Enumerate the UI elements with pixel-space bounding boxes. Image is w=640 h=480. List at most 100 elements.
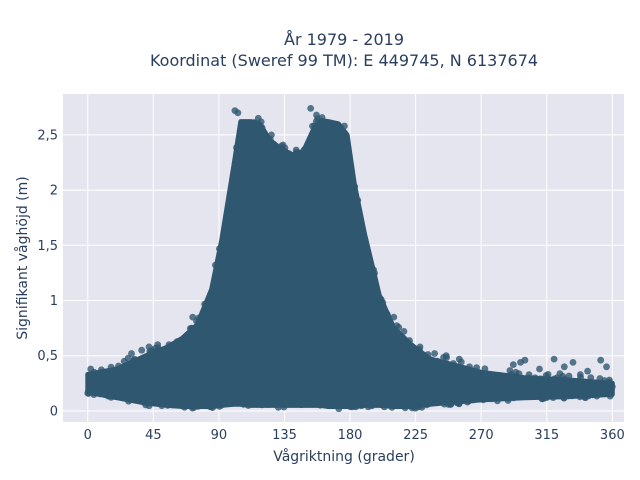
data-point [351, 183, 359, 191]
data-point [481, 365, 489, 373]
data-point [120, 357, 128, 365]
data-point [399, 402, 407, 410]
data-point [408, 404, 416, 412]
data-point [195, 314, 203, 322]
data-point [539, 395, 546, 403]
data-point [521, 356, 529, 364]
data-point [504, 397, 512, 404]
data-point [266, 138, 274, 146]
data-point [131, 355, 139, 363]
data-point [397, 334, 405, 341]
data-point [587, 374, 595, 381]
data-point [90, 389, 98, 396]
data-point [380, 403, 388, 411]
data-point [606, 376, 613, 384]
data-point [536, 365, 543, 373]
data-point [466, 363, 473, 371]
data-point [240, 400, 247, 408]
data-point [406, 337, 413, 344]
data-point [115, 362, 122, 370]
data-point [494, 397, 501, 405]
data-point [175, 401, 182, 409]
data-point [565, 372, 573, 380]
data-point [96, 374, 103, 382]
x-tick-label: 135 [272, 428, 297, 443]
data-point [335, 405, 343, 413]
x-tick-label: 180 [338, 428, 363, 443]
data-point [188, 325, 196, 332]
data-point [584, 379, 592, 386]
data-point [229, 399, 237, 407]
data-point [354, 196, 362, 204]
data-point [525, 371, 533, 379]
data-point [139, 397, 146, 405]
chart-title: År 1979 - 2019 [284, 30, 404, 49]
chart-subtitle: Koordinat (Sweref 99 TM): E 449745, N 61… [150, 51, 538, 70]
data-point [300, 146, 308, 154]
data-point [250, 121, 258, 128]
data-point [154, 341, 162, 349]
data-point [85, 387, 92, 395]
data-point [297, 400, 305, 408]
data-point [517, 393, 524, 401]
data-point [144, 398, 152, 406]
data-point [217, 401, 225, 409]
y-tick-label: 1,5 [37, 239, 58, 254]
data-point [576, 371, 584, 378]
data-point [201, 300, 209, 308]
data-point [189, 313, 197, 321]
y-tick-label: 0 [50, 404, 58, 419]
data-point [388, 403, 396, 411]
data-point [544, 375, 552, 383]
data-point [165, 341, 173, 349]
data-point [336, 124, 344, 132]
data-point [424, 351, 432, 358]
y-tick-label: 2 [50, 184, 58, 199]
y-axis-ticks: 0 0,5 1 1,5 2 2,5 [37, 128, 58, 419]
data-point [390, 313, 398, 321]
data-point [280, 403, 288, 411]
data-point [510, 394, 517, 402]
data-point [285, 150, 293, 158]
data-point [103, 369, 111, 377]
data-point [509, 361, 517, 368]
x-tick-label: 225 [403, 428, 428, 443]
data-point [166, 400, 174, 407]
data-point [233, 144, 240, 151]
data-point [123, 394, 131, 402]
data-point [264, 401, 271, 408]
data-point [595, 380, 603, 388]
data-point [603, 363, 610, 371]
data-point [400, 328, 408, 335]
data-point [379, 299, 387, 306]
data-point [383, 310, 391, 318]
data-point [505, 374, 513, 382]
data-point [496, 372, 504, 379]
data-point [147, 350, 154, 357]
data-point [358, 402, 365, 410]
y-tick-label: 1 [50, 294, 58, 309]
data-point [582, 394, 589, 402]
data-point [216, 245, 223, 253]
data-point [512, 368, 520, 376]
data-point [458, 397, 466, 405]
data-points [84, 105, 616, 413]
data-point [606, 392, 614, 400]
x-axis-ticks: 0 45 90 135 180 225 270 315 360 [84, 428, 625, 443]
data-point [423, 401, 431, 409]
data-point [254, 114, 262, 122]
data-point [447, 401, 455, 408]
x-axis-title: Vågriktning (grader) [273, 448, 415, 465]
data-point [576, 392, 584, 399]
data-point [473, 364, 480, 371]
data-point [393, 322, 401, 330]
x-tick-label: 360 [600, 428, 625, 443]
y-tick-label: 2,5 [37, 128, 58, 143]
data-point [551, 392, 558, 400]
data-point [268, 131, 275, 139]
data-point [209, 401, 217, 408]
data-point [258, 401, 266, 409]
data-point [427, 356, 435, 364]
data-point [258, 124, 266, 132]
data-point [479, 396, 487, 404]
